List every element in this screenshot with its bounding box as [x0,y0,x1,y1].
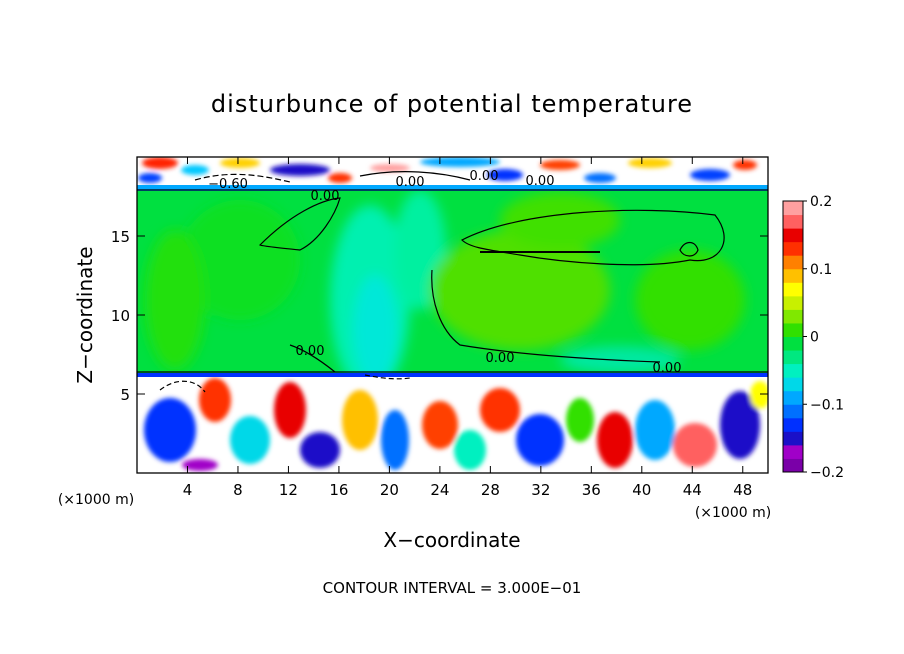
x-tick-label: 16 [329,481,348,499]
colorbar-swatch [783,404,803,419]
x-axis-label: X−coordinate [383,528,520,552]
y-tick-label: 5 [120,386,130,404]
x-tick-label: 48 [733,481,752,499]
colorbar-tick-label: 0.1 [810,262,832,278]
contour-label: 0.00 [653,361,682,376]
colorbar-swatch [783,336,803,351]
x-tick-label: 28 [481,481,500,499]
contour-label: −0.60 [208,177,248,192]
x-unit-label: (×1000 m) [695,505,771,521]
contour-label-layer: 0.00 0.00 0.00 0.00 0.00 0.00 0.00 −0.60 [208,169,681,376]
y-tick-label: 10 [111,307,130,325]
colorbar-swatch [783,295,803,310]
colorbar: 0.2 0.1 0 −0.1 −0.2 [782,194,844,481]
colorbar-swatch [783,377,803,392]
x-tick-label: 20 [380,481,399,499]
x-tick-label: 4 [183,481,193,499]
x-axis: 4 8 12 16 20 24 28 32 36 40 44 48 [183,157,752,499]
colorbar-tick-label: 0.2 [810,194,832,210]
colorbar-swatch [783,444,803,459]
y-unit-label: (×1000 m) [58,492,134,508]
colorbar-swatch [783,228,803,243]
contour-label: 0.00 [396,175,425,190]
colorbar-tick-label: −0.2 [810,465,844,481]
colorbar-swatch [783,201,803,216]
mid-layer-field [145,190,745,395]
lower-layer-field [137,373,768,473]
upper-layer-field [137,157,768,191]
colorbar-swatch [783,282,803,297]
y-axis-label: Z−coordinate [73,246,97,383]
x-tick-label: 44 [683,481,702,499]
x-tick-label: 8 [233,481,243,499]
colorbar-swatch [783,363,803,378]
contour-label: 0.00 [526,174,555,189]
x-tick-label: 24 [430,481,449,499]
contour-lines [137,171,768,393]
contour-interval-note: CONTOUR INTERVAL = 3.000E−01 [323,579,582,597]
colorbar-swatch [783,322,803,337]
colorbar-swatch [783,390,803,405]
x-tick-label: 12 [279,481,298,499]
contour-label: 0.00 [470,169,499,184]
contour-label: 0.00 [296,344,325,359]
colorbar-tick-label: −0.1 [810,397,844,413]
colorbar-swatch [783,350,803,365]
contour-label: 0.00 [486,351,515,366]
colorbar-swatch [783,241,803,256]
x-tick-label: 32 [531,481,550,499]
colorbar-swatch [783,417,803,432]
colorbar-swatch [783,214,803,229]
plot-area [137,157,768,473]
colorbar-swatch [783,309,803,324]
colorbar-swatch [783,255,803,270]
chart-title: disturbunce of potential temperature [211,90,693,118]
colorbar-tick-label: 0 [810,330,819,346]
y-tick-label: 15 [111,228,130,246]
x-tick-label: 36 [582,481,601,499]
colorbar-swatch [783,431,803,446]
y-axis: 5 10 15 [111,228,768,404]
x-tick-label: 40 [632,481,651,499]
contour-label: 0.00 [311,189,340,204]
colorbar-swatch [783,458,803,473]
colorbar-swatch [783,268,803,283]
